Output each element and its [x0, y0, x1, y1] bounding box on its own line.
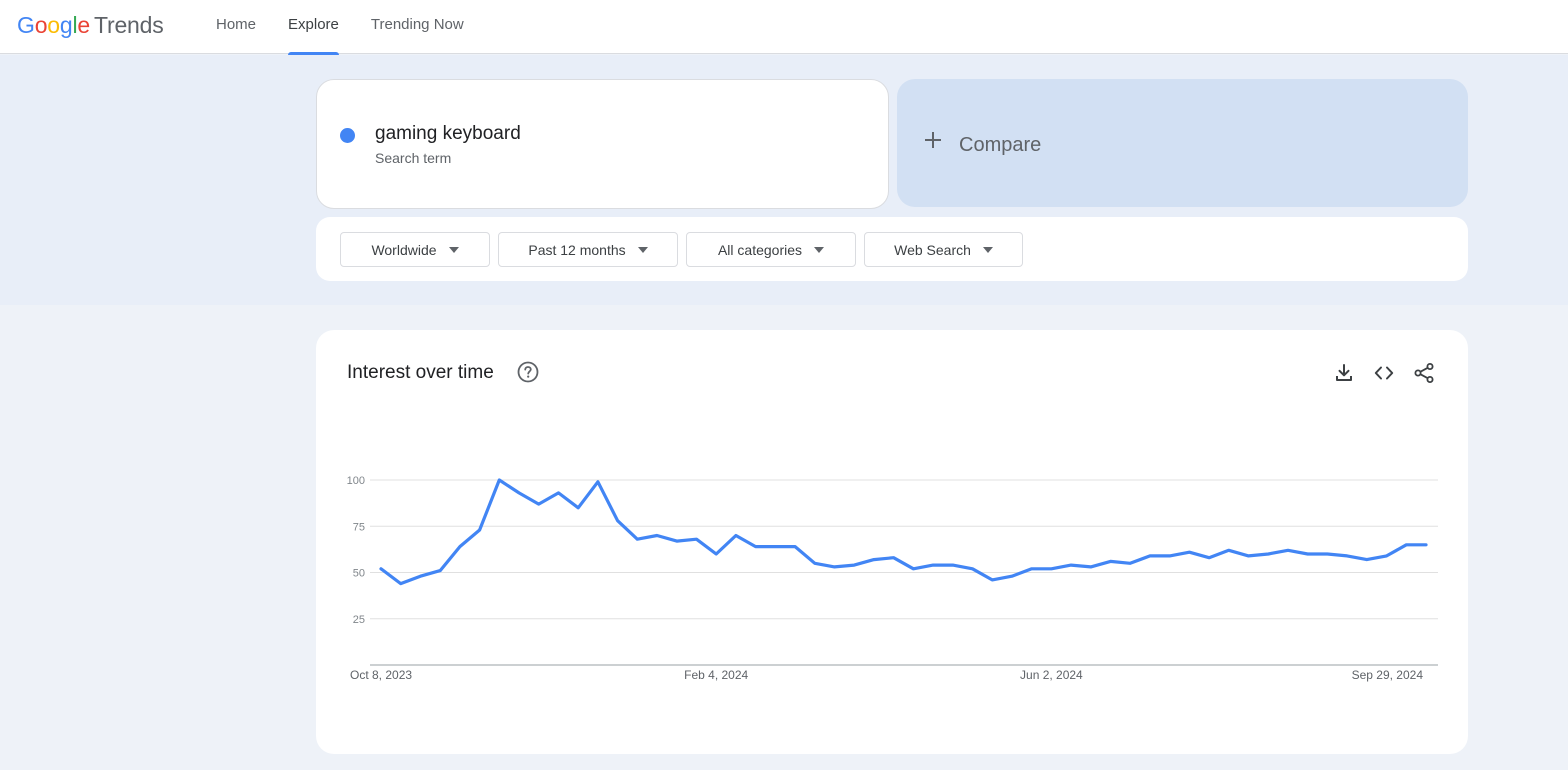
y-tick-label: 50: [353, 568, 365, 580]
logo-letter: g: [59, 12, 73, 38]
help-icon[interactable]: [517, 361, 539, 383]
x-tick-label: Jun 2, 2024: [1020, 668, 1083, 682]
compare-label: Compare: [959, 134, 1042, 156]
search-term-card[interactable]: gaming keyboard Search term: [316, 79, 889, 209]
x-tick-label: Sep 29, 2024: [1352, 668, 1424, 682]
caret-down-icon: [637, 246, 648, 253]
google-trends-logo[interactable]: Google Trends: [17, 10, 164, 40]
caret-down-icon: [982, 246, 993, 253]
nav-home[interactable]: Home: [216, 16, 257, 33]
plus-icon: [925, 132, 941, 148]
search-property-dropdown[interactable]: Web Search: [864, 232, 1023, 267]
region-value: Worldwide: [371, 241, 437, 258]
y-tick-label: 25: [353, 614, 365, 626]
caret-down-icon: [448, 246, 459, 253]
category-dropdown[interactable]: All categories: [686, 232, 856, 267]
time-range-dropdown[interactable]: Past 12 months: [498, 232, 678, 267]
y-tick-label: 75: [353, 521, 365, 533]
category-value: All categories: [717, 241, 803, 258]
interest-line-chart[interactable]: 25 50 75 100 Oct 8, 2023 Feb 4, 2024 Jun 2, 20…: [316, 330, 1468, 754]
x-tick-label: Feb 4, 2024: [684, 668, 748, 682]
search-term-name[interactable]: gaming keyboard: [375, 123, 521, 144]
main-nav: Home Explore Trending Now: [200, 0, 480, 55]
search-term-type: Search term: [375, 150, 452, 166]
logo-letter: G: [17, 12, 35, 38]
top-app-bar: Google Trends Home Explore Trending Now: [0, 0, 1568, 55]
download-icon[interactable]: [1332, 361, 1356, 385]
term-color-dot: [340, 128, 355, 143]
region-dropdown[interactable]: Worldwide: [340, 232, 490, 267]
share-icon[interactable]: [1412, 361, 1436, 385]
search-property-value: Web Search: [894, 241, 971, 258]
nav-trending-now[interactable]: Trending Now: [370, 16, 464, 33]
logo-letter: l: [72, 12, 78, 38]
logo-letter: o: [47, 12, 60, 38]
embed-code-icon[interactable]: [1372, 361, 1396, 385]
chart-title: Interest over time: [347, 362, 494, 383]
logo-letter: o: [34, 12, 48, 38]
time-range-value: Past 12 months: [528, 241, 626, 258]
logo-letter: e: [77, 12, 90, 38]
interest-over-time-card: Interest over time 25 50 75 100 Oct 8, 2023 F…: [316, 330, 1468, 754]
filter-bar: Worldwide Past 12 months All categories …: [316, 217, 1468, 281]
x-tick-label: Oct 8, 2023: [350, 668, 412, 682]
y-tick-label: 100: [347, 475, 365, 487]
logo-product-name: Trends: [94, 12, 164, 38]
compare-button[interactable]: Compare: [897, 79, 1468, 207]
nav-explore[interactable]: Explore: [272, 0, 355, 55]
series-line: [379, 478, 1428, 586]
caret-down-icon: [814, 246, 825, 253]
